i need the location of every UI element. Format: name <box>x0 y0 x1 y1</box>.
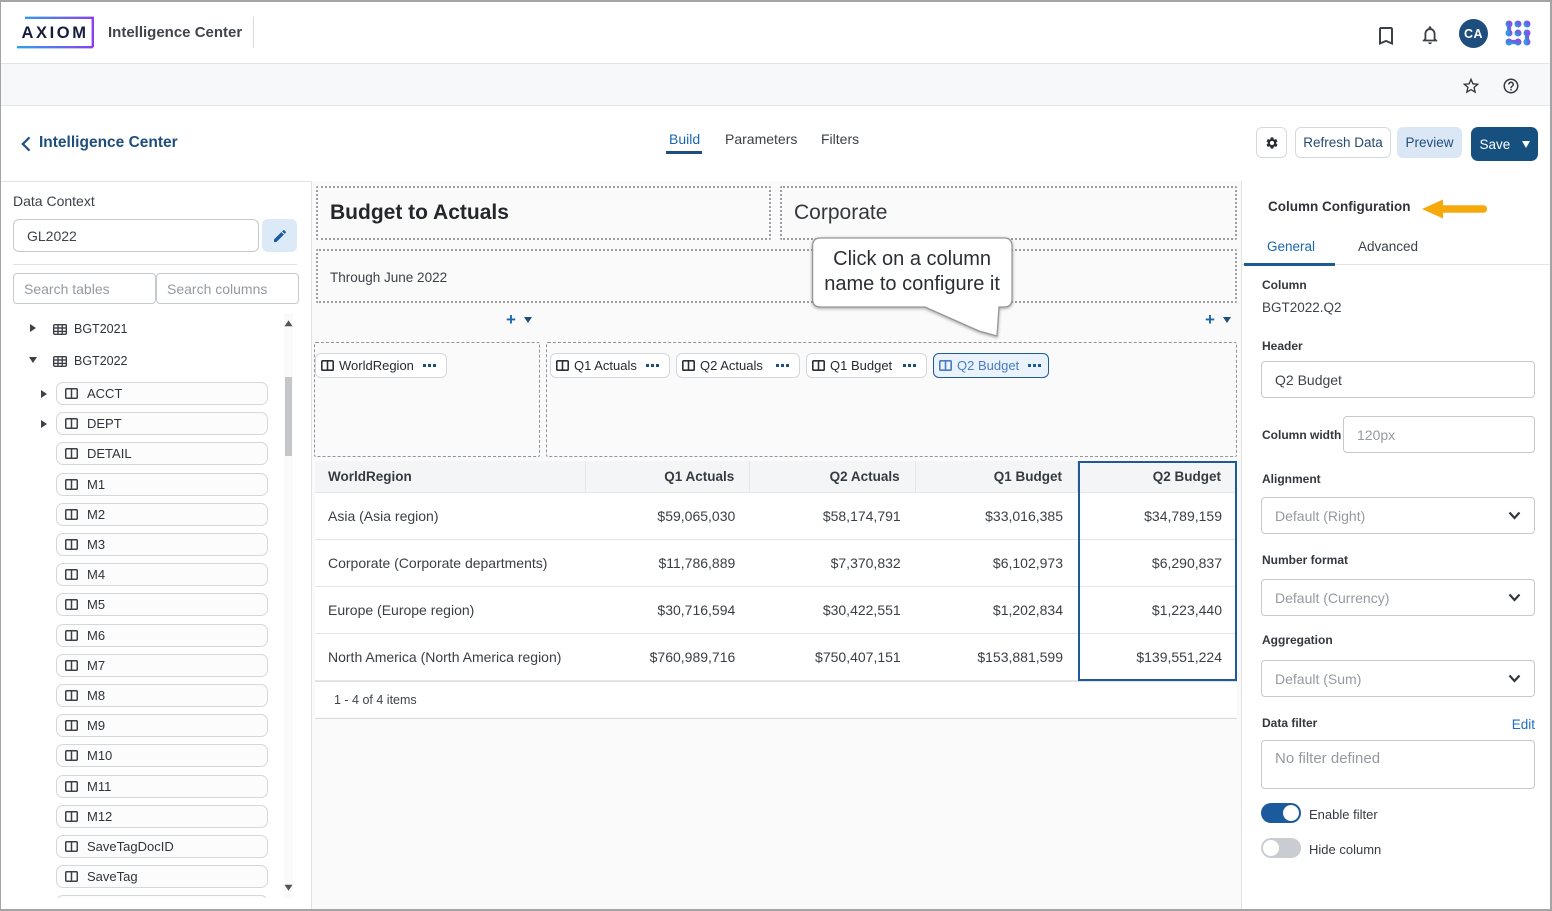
svg-text:AXIOM: AXIOM <box>21 24 88 42</box>
